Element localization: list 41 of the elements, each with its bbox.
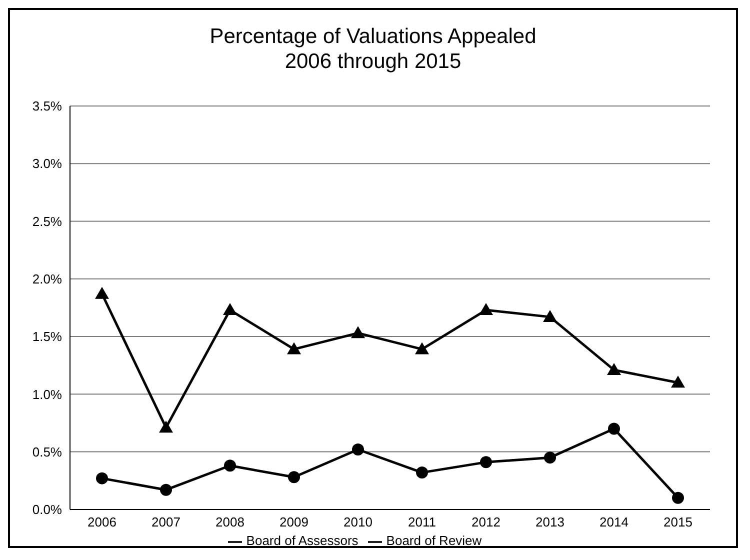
y-tick-label: 1.5% <box>32 329 62 344</box>
point <box>287 342 301 354</box>
x-tick-label: 2012 <box>472 514 500 530</box>
x-tick-label: 2010 <box>344 514 372 530</box>
point <box>352 444 364 456</box>
point <box>416 466 428 479</box>
y-tick-label: 1.0% <box>32 386 62 402</box>
point <box>224 460 236 472</box>
point <box>672 492 684 504</box>
x-tick-label: 2009 <box>280 514 308 530</box>
point <box>95 286 109 299</box>
point <box>480 456 492 468</box>
point <box>479 303 493 316</box>
legend-label: Board of Assessors <box>246 533 358 548</box>
x-tick-label: 2007 <box>152 514 180 530</box>
point <box>607 362 621 375</box>
point <box>543 310 557 322</box>
point <box>415 342 429 354</box>
y-tick-label: 2.5% <box>32 214 62 229</box>
point <box>351 326 365 338</box>
x-tick-label: 2006 <box>88 514 116 530</box>
y-tick-label: 0.5% <box>32 444 62 460</box>
y-tick-label: 2.0% <box>32 272 62 287</box>
x-tick-label: 2014 <box>600 514 628 530</box>
x-tick-label: 2015 <box>664 514 692 530</box>
point <box>223 303 237 316</box>
point <box>544 452 556 464</box>
point <box>671 376 685 388</box>
legend-label: Board of Review <box>386 533 482 548</box>
y-tick-label: 3.5% <box>32 98 62 114</box>
point <box>608 422 620 435</box>
point <box>159 420 173 433</box>
point <box>288 471 300 484</box>
point <box>160 484 172 496</box>
y-tick-label: 3.0% <box>32 156 62 172</box>
y-tick-label: 0.0% <box>32 502 62 518</box>
point <box>96 472 108 484</box>
x-tick-label: 2013 <box>536 514 564 530</box>
x-tick-label: 2011 <box>408 514 436 530</box>
x-tick-label: 2008 <box>216 514 244 530</box>
chart-title: Percentage of Valuations Appealed 2006 through 2015 <box>208 24 538 74</box>
